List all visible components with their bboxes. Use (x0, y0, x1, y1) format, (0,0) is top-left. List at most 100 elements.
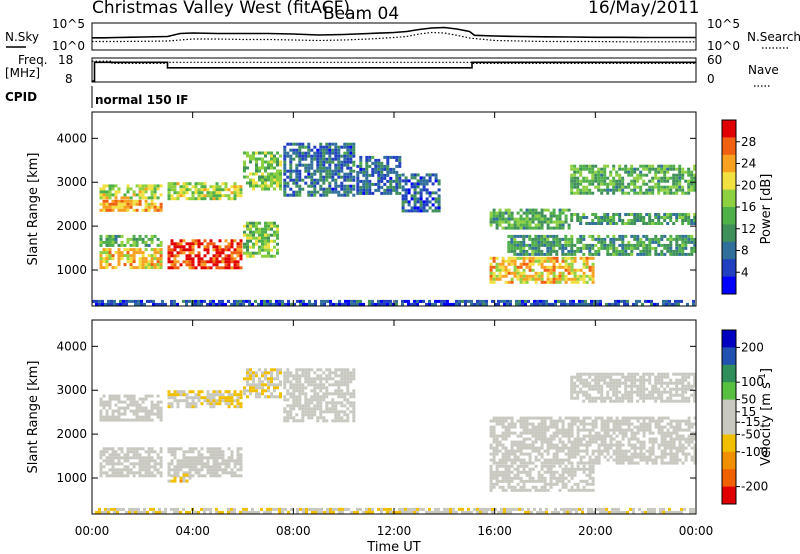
heatmap-cell (561, 246, 565, 250)
heatmap-cell (513, 246, 517, 250)
heatmap-cell (627, 191, 631, 195)
heatmap-cell (678, 173, 682, 177)
heatmap-cell (313, 181, 317, 185)
heatmap-cell (609, 381, 613, 385)
heatmap-cell (485, 299, 488, 303)
heatmap-cell (159, 205, 163, 209)
heatmap-cell (422, 299, 425, 303)
heatmap-cell (227, 471, 231, 475)
heatmap-cell (150, 394, 154, 398)
heatmap-cell (612, 384, 616, 388)
heatmap-cell (579, 479, 583, 483)
heatmap-cell (627, 443, 631, 447)
heatmap-cell (684, 252, 688, 256)
heatmap-cell (111, 199, 115, 203)
heatmap-cell (494, 302, 497, 306)
heatmap-cell (612, 164, 616, 168)
heatmap-cell (446, 302, 449, 306)
heatmap-cell (334, 392, 338, 396)
heatmap-cell (525, 419, 529, 423)
heatmap-cell (594, 375, 598, 379)
heatmap-cell (252, 224, 255, 228)
heatmap-cell (182, 191, 186, 195)
heatmap-cell (218, 185, 222, 189)
heatmap-cell (561, 443, 565, 447)
heatmap-cell (173, 471, 177, 475)
heatmap-cell (284, 302, 287, 306)
heatmap-cell (585, 243, 589, 247)
heatmap-cell (555, 446, 559, 450)
heatmap-cell (156, 248, 160, 252)
heatmap-cell (615, 422, 619, 426)
heatmap-cell (129, 400, 133, 404)
heatmap-cell (551, 302, 554, 306)
heatmap-cell (230, 471, 234, 475)
heatmap-cell (597, 390, 601, 394)
heatmap-cell (114, 196, 118, 200)
heatmap-cell (603, 396, 607, 400)
heatmap-cell (495, 443, 499, 447)
heatmap-cell (346, 371, 350, 375)
heatmap-cell (561, 265, 565, 269)
heatmap-cell (600, 176, 604, 180)
heatmap-cell (267, 187, 270, 191)
heatmap-cell (132, 412, 136, 416)
heatmap-cell (331, 371, 335, 375)
heatmap-cell (105, 450, 109, 454)
heatmap-cell (537, 220, 541, 224)
heatmap-cell (108, 248, 112, 252)
heatmap-cell (648, 185, 652, 189)
heatmap-cell (328, 160, 332, 164)
heatmap-cell (386, 299, 389, 303)
heatmap-cell (304, 166, 308, 170)
heatmap-cell (552, 246, 556, 250)
heatmap-cell (576, 237, 580, 241)
heatmap-cell (528, 452, 532, 456)
heatmap-cell (141, 196, 145, 200)
heatmap-cell (690, 179, 694, 183)
heatmap-cell (663, 176, 667, 180)
heatmap-cell (663, 455, 667, 459)
heatmap-cell (588, 458, 592, 462)
heatmap-cell (621, 237, 625, 241)
heatmap-cell (323, 302, 326, 306)
heatmap-cell (642, 182, 646, 186)
heatmap-cell (292, 377, 296, 381)
heatmap-cell (322, 371, 326, 375)
heatmap-cell (492, 425, 496, 429)
heatmap-cell (286, 416, 290, 420)
heatmap-cell (492, 220, 496, 224)
heatmap-cell (669, 191, 673, 195)
heatmap-cell (504, 479, 508, 483)
heatmap-cell (666, 164, 670, 168)
heatmap-cell (188, 248, 192, 252)
heatmap-cell (624, 167, 628, 171)
heatmap-cell (138, 257, 142, 261)
heatmap-cell (603, 455, 607, 459)
heatmap-cell (651, 449, 655, 453)
heatmap-cell (236, 242, 240, 246)
heatmap-cell (212, 456, 216, 460)
heatmap-cell (255, 392, 258, 396)
heatmap-cell (179, 479, 183, 483)
heatmap-cell (585, 176, 589, 180)
heatmap-cell (147, 474, 151, 478)
heatmap-cell (630, 434, 634, 438)
heatmap-cell (325, 386, 329, 390)
heatmap-cell (681, 419, 685, 423)
heatmap-cell (515, 302, 518, 306)
heatmap-cell (630, 252, 634, 256)
heatmap-cell (346, 163, 350, 167)
heatmap-cell (283, 190, 287, 194)
heatmap-cell (209, 299, 212, 303)
heatmap-cell (132, 248, 136, 252)
heatmap-cell (246, 242, 249, 246)
heatmap-cell (221, 260, 225, 264)
heatmap-cell (170, 197, 174, 201)
heatmap-cell (371, 155, 375, 159)
heatmap-cell (492, 434, 496, 438)
heatmap-cell (117, 412, 121, 416)
heatmap-cell (289, 163, 293, 167)
heatmap-cell (176, 459, 180, 463)
heatmap-cell (570, 179, 574, 183)
